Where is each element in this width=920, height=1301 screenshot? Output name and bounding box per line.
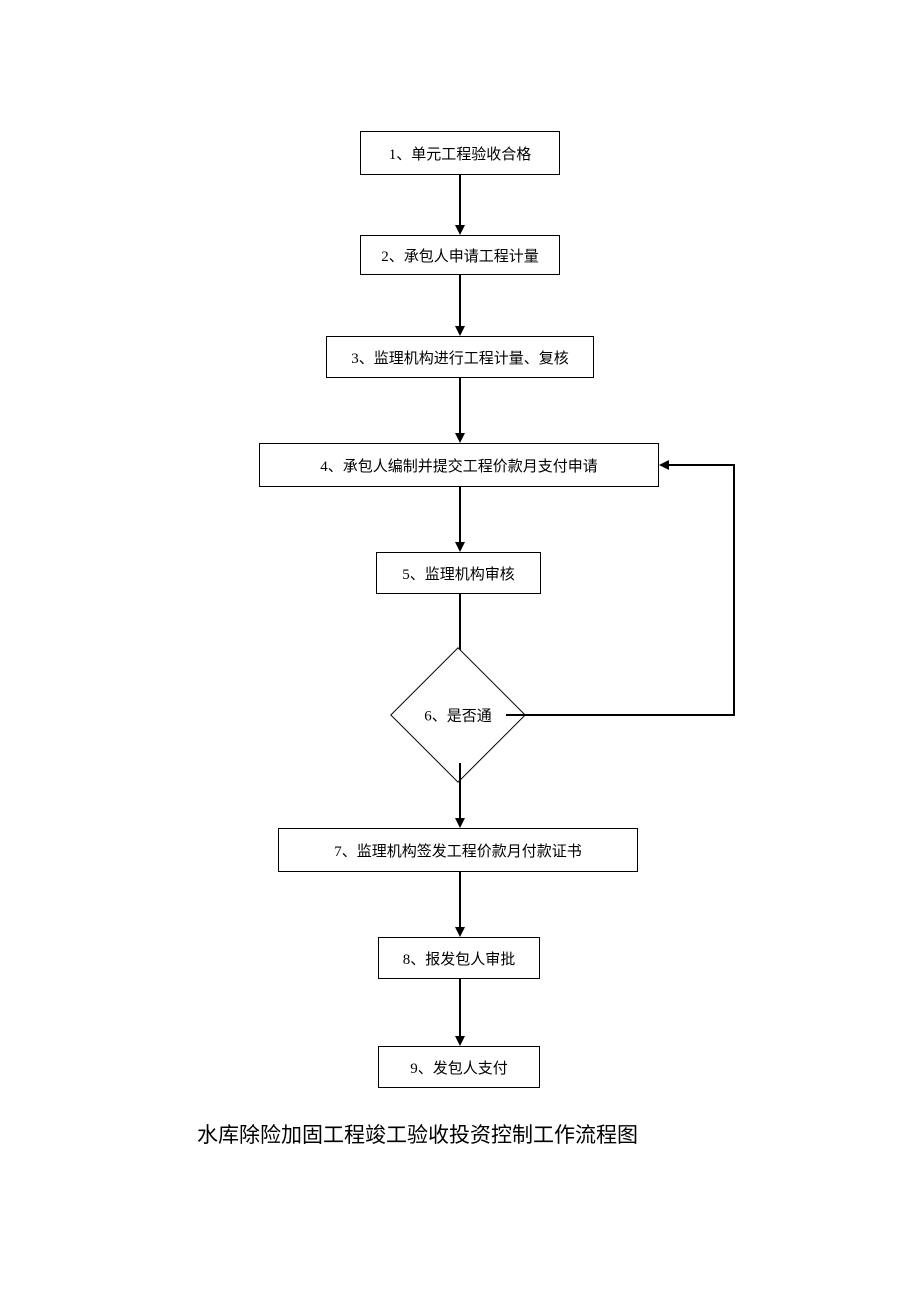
edge-6-7 bbox=[459, 763, 461, 818]
flowchart-node-2: 2、承包人申请工程计量 bbox=[360, 235, 560, 275]
node-label: 7、监理机构签发工程价款月付款证书 bbox=[334, 840, 582, 861]
edge-1-2 bbox=[459, 175, 461, 225]
flowchart-node-8: 8、报发包人审批 bbox=[378, 937, 540, 979]
flowchart-node-3: 3、监理机构进行工程计量、复核 bbox=[326, 336, 594, 378]
flowchart-node-6-decision: 6、是否通 bbox=[410, 667, 506, 763]
node-label: 2、承包人申请工程计量 bbox=[381, 245, 539, 266]
node-label: 9、发包人支付 bbox=[410, 1057, 508, 1078]
node-label: 5、监理机构审核 bbox=[402, 563, 515, 584]
node-label: 4、承包人编制并提交工程价款月支付申请 bbox=[320, 455, 598, 476]
flowchart-node-4: 4、承包人编制并提交工程价款月支付申请 bbox=[259, 443, 659, 487]
edge-3-4 bbox=[459, 378, 461, 433]
edge-8-9 bbox=[459, 979, 461, 1036]
flowchart-container: 1、单元工程验收合格 2、承包人申请工程计量 3、监理机构进行工程计量、复核 4… bbox=[0, 0, 920, 1301]
arrowhead-3-4 bbox=[455, 433, 465, 443]
flowchart-node-9: 9、发包人支付 bbox=[378, 1046, 540, 1088]
node-label: 8、报发包人审批 bbox=[403, 948, 516, 969]
arrowhead-2-3 bbox=[455, 326, 465, 336]
edge-feedback-h2 bbox=[669, 464, 735, 466]
flowchart-node-1: 1、单元工程验收合格 bbox=[360, 131, 560, 175]
flowchart-caption: 水库除险加固工程竣工验收投资控制工作流程图 bbox=[197, 1119, 638, 1149]
edge-feedback-h1 bbox=[506, 714, 735, 716]
arrowhead-8-9 bbox=[455, 1036, 465, 1046]
node-label: 1、单元工程验收合格 bbox=[389, 143, 532, 164]
edge-4-5 bbox=[459, 487, 461, 542]
arrowhead-4-5 bbox=[455, 542, 465, 552]
arrowhead-feedback bbox=[659, 460, 669, 470]
edge-feedback-v bbox=[733, 465, 735, 716]
edge-7-8 bbox=[459, 872, 461, 927]
arrowhead-1-2 bbox=[455, 225, 465, 235]
arrowhead-6-7 bbox=[455, 818, 465, 828]
arrowhead-7-8 bbox=[455, 927, 465, 937]
node-label: 6、是否通 bbox=[424, 705, 492, 726]
node-label: 3、监理机构进行工程计量、复核 bbox=[351, 347, 569, 368]
flowchart-node-5: 5、监理机构审核 bbox=[376, 552, 541, 594]
flowchart-node-7: 7、监理机构签发工程价款月付款证书 bbox=[278, 828, 638, 872]
edge-2-3 bbox=[459, 275, 461, 326]
